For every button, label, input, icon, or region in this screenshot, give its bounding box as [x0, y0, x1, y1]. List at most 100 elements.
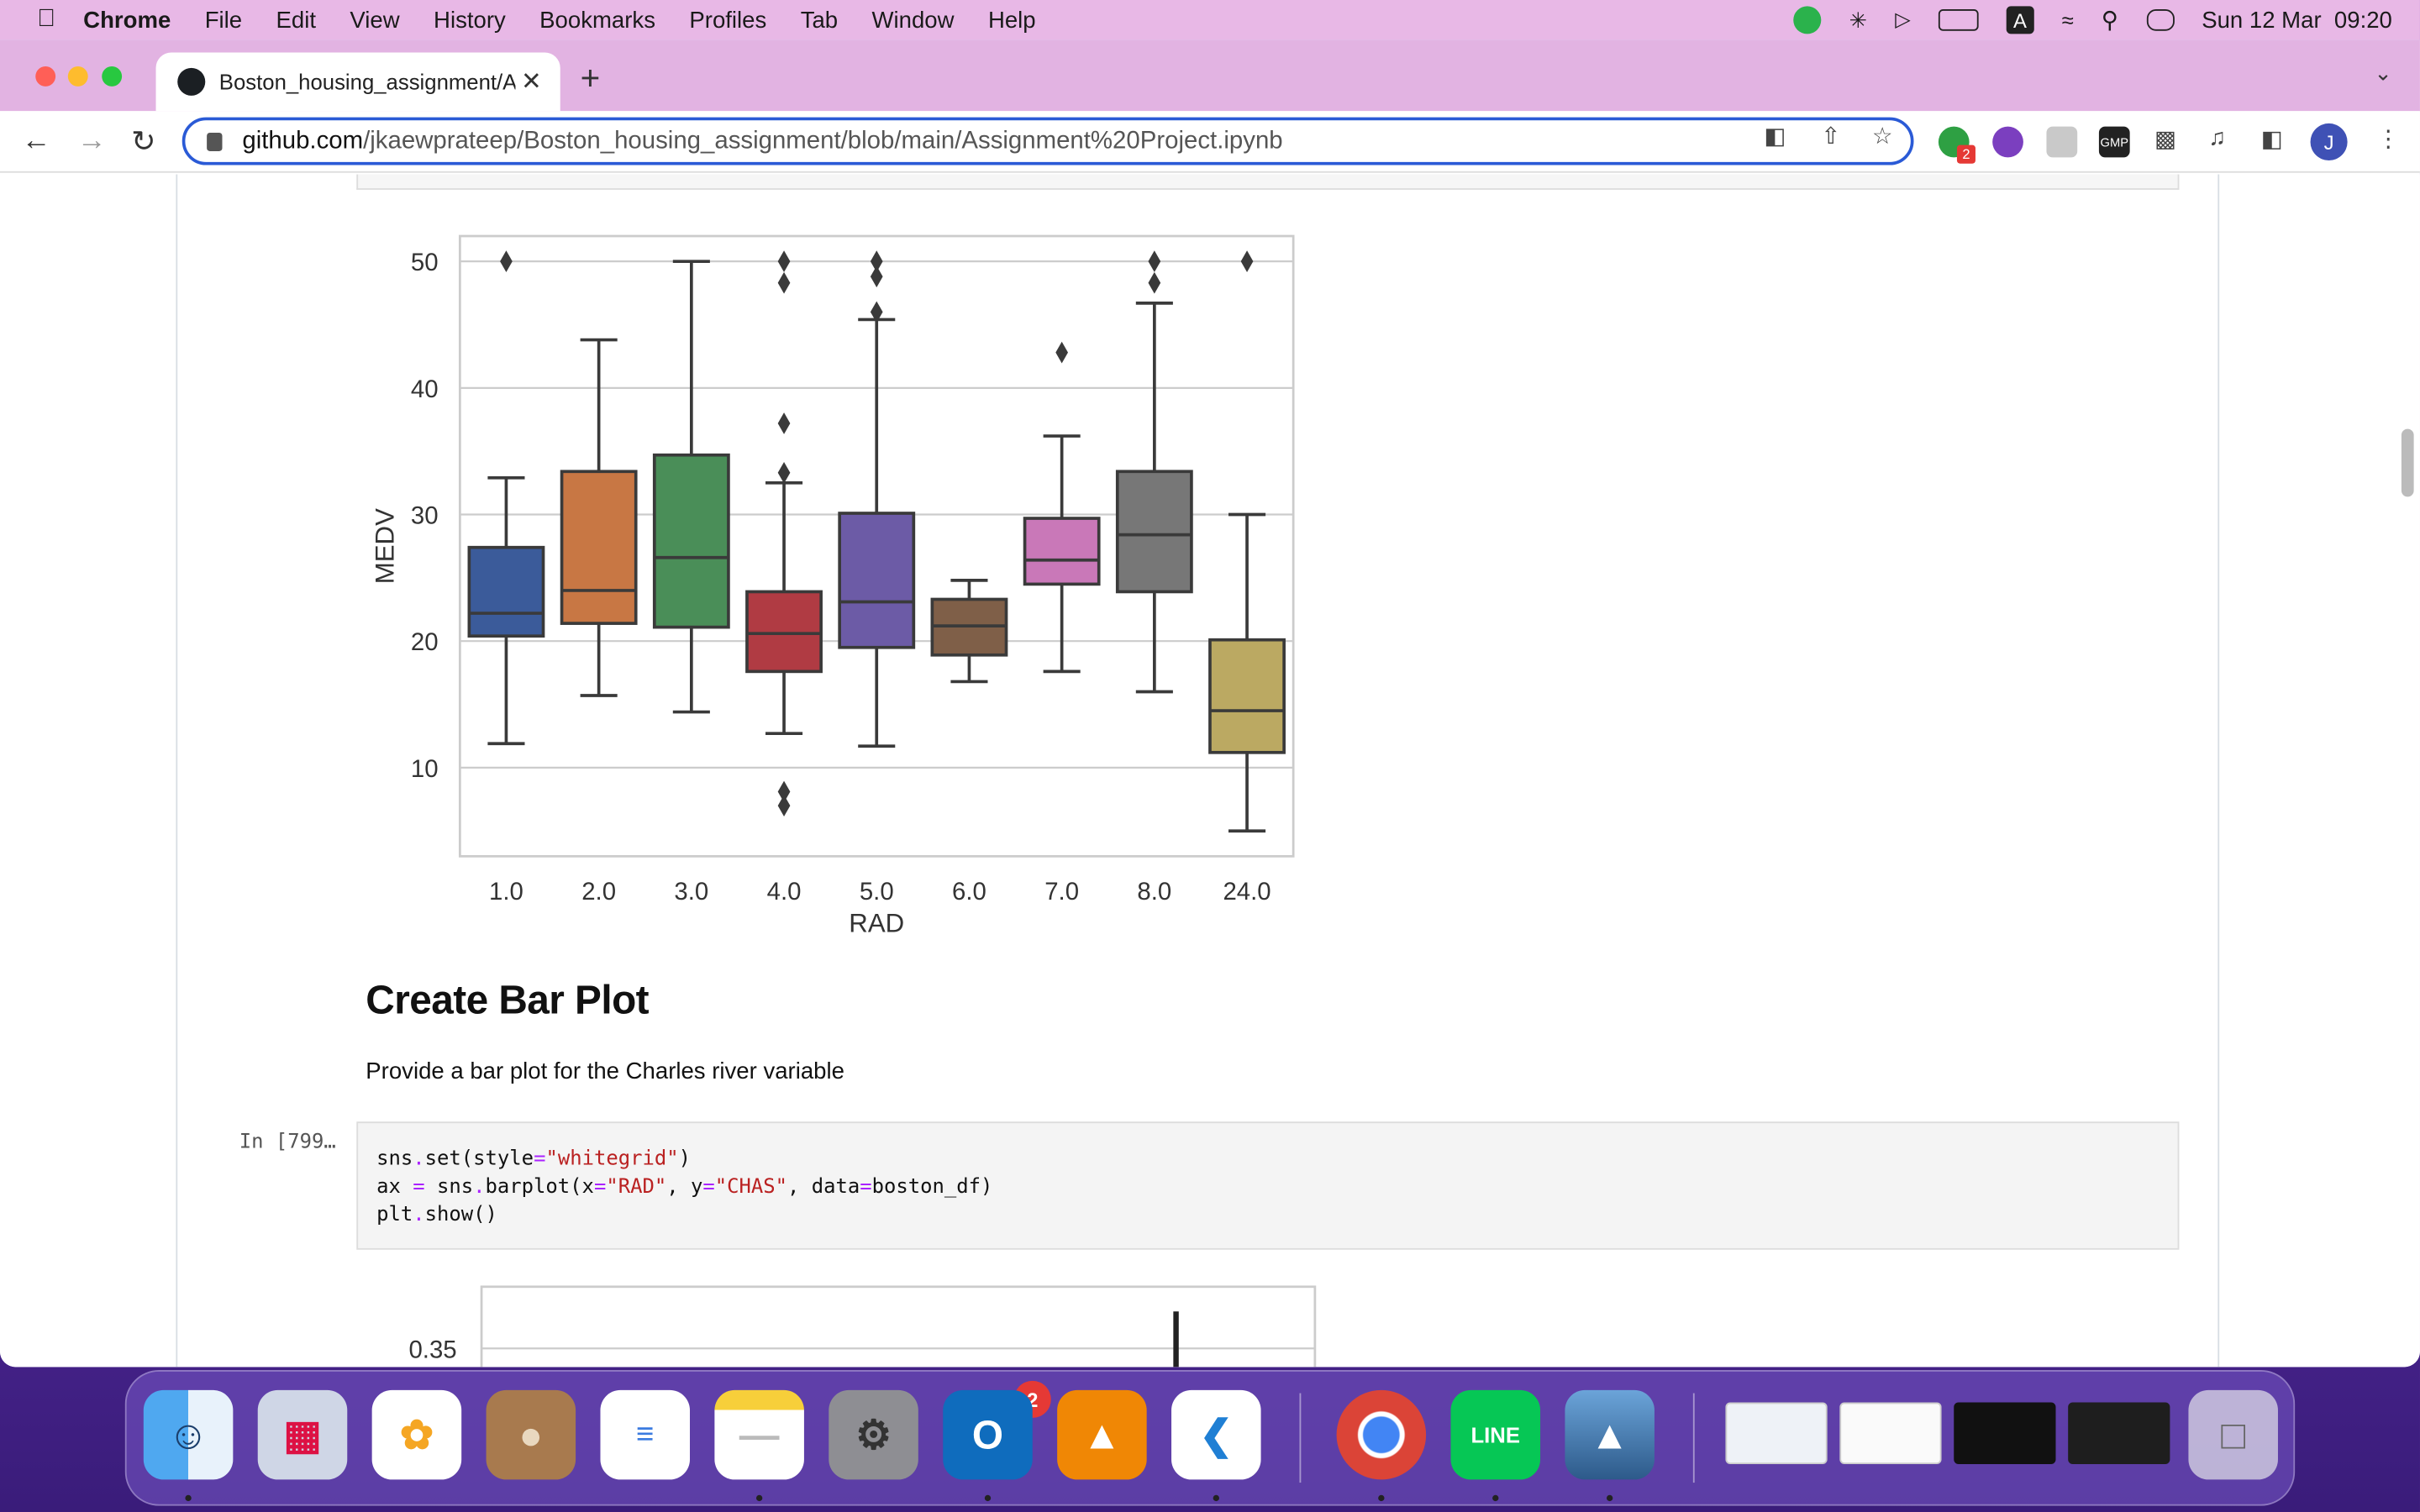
- code-token: "whitegrid": [545, 1147, 679, 1172]
- line-icon[interactable]: LINE: [1450, 1389, 1541, 1480]
- new-tab-plus-icon[interactable]: +: [580, 58, 601, 97]
- outlier-point: [777, 412, 791, 434]
- translate-icon[interactable]: ◧: [1764, 123, 1786, 150]
- minimized-window-notes[interactable]: [1839, 1402, 1942, 1465]
- code-token: sns: [376, 1147, 413, 1172]
- tab-search-chevron-icon[interactable]: ⌄: [2374, 60, 2392, 86]
- color-picker-extension-icon[interactable]: [1992, 126, 2023, 158]
- x-tick-label: 7.0: [1044, 878, 1079, 906]
- code-token: .: [413, 1203, 425, 1227]
- chrome-menu-icon[interactable]: ⋮: [2376, 126, 2401, 153]
- drawio-icon[interactable]: ▲: [1057, 1389, 1147, 1480]
- rad-medv-boxplot: 10 20 30 40 50 1.0 2.0 3.0 4.0 5.0 6.0 7.0 8.0 24.0 RA…: [370, 234, 1295, 937]
- x-tick-label: 4.0: [767, 878, 802, 906]
- macos-dock: ☺ ▦ ✿ ● ≡ — ⚙ 2 O ▲ ❮ LINE ▲ □: [124, 1369, 2296, 1506]
- outlier-point: [777, 461, 791, 484]
- zoom-window-button[interactable]: [102, 66, 123, 87]
- back-arrow-icon[interactable]: ←: [21, 124, 51, 158]
- x-tick-label: 5.0: [860, 878, 894, 906]
- preview-icon[interactable]: ▲: [1565, 1389, 1655, 1480]
- menu-edit[interactable]: Edit: [276, 7, 317, 34]
- photos-icon[interactable]: ✿: [371, 1389, 462, 1480]
- line-status-icon[interactable]: [1793, 6, 1822, 34]
- code-token: ): [678, 1147, 691, 1172]
- y-axis-label: MEDV: [370, 508, 399, 584]
- chrome-icon[interactable]: [1336, 1389, 1427, 1480]
- x-tick-label: 8.0: [1137, 878, 1171, 906]
- close-window-button[interactable]: [35, 66, 56, 87]
- launchpad-icon[interactable]: ▦: [257, 1389, 348, 1480]
- running-indicator: [185, 1494, 192, 1502]
- code-token: , data: [787, 1175, 860, 1200]
- play-icon[interactable]: ▷: [1895, 8, 1911, 31]
- wifi-icon[interactable]: ≈: [2061, 8, 2074, 33]
- minimized-window-terminal[interactable]: [1954, 1402, 2056, 1465]
- spotlight-icon[interactable]: ⚲: [2101, 8, 2119, 34]
- extension-badge: 2: [1956, 144, 1975, 164]
- finder-icon[interactable]: ☺: [143, 1389, 234, 1480]
- notes-icon[interactable]: —: [714, 1389, 804, 1480]
- menu-history[interactable]: History: [434, 7, 506, 34]
- code-token: =: [860, 1175, 872, 1200]
- plot-area: [480, 1285, 1317, 1368]
- box-24.0: [1208, 638, 1286, 754]
- gmp-extension-icon[interactable]: GMP: [2098, 126, 2130, 158]
- x-axis-label: RAD: [849, 908, 904, 937]
- chas-barplot-partial: 0.35: [408, 1285, 1317, 1368]
- reminders-icon[interactable]: ≡: [600, 1389, 691, 1480]
- active-tab[interactable]: Boston_housing_assignment/A ✕: [155, 52, 560, 112]
- code-token: .: [473, 1175, 486, 1200]
- outlier-point: [870, 265, 883, 288]
- outlier-point: [870, 301, 883, 323]
- address-bar[interactable]: github.com/jkaewprateep/Boston_housing_a…: [182, 117, 1914, 165]
- outlier-point: [777, 795, 791, 816]
- vscode-icon[interactable]: ❮: [1171, 1389, 1261, 1480]
- input-source-icon[interactable]: A: [2006, 6, 2034, 34]
- box-4.0: [745, 590, 823, 674]
- menu-bookmarks[interactable]: Bookmarks: [539, 7, 655, 34]
- forward-arrow-icon[interactable]: →: [76, 124, 107, 158]
- y-tick-label: 30: [411, 502, 439, 530]
- profile-avatar[interactable]: J: [2310, 123, 2348, 161]
- side-panel-icon[interactable]: ◧: [2260, 126, 2283, 153]
- bluetooth-icon[interactable]: ✳: [1849, 7, 1868, 32]
- x-tick-label: 2.0: [581, 878, 616, 906]
- reload-icon[interactable]: ↻: [131, 126, 156, 160]
- menubar-clock[interactable]: Sun 12 Mar 09:20: [2202, 7, 2392, 34]
- menu-window[interactable]: Window: [871, 7, 955, 34]
- close-tab-icon[interactable]: ✕: [521, 69, 542, 96]
- system-settings-icon[interactable]: ⚙: [829, 1389, 918, 1480]
- trash-icon[interactable]: □: [2188, 1389, 2278, 1480]
- battery-icon[interactable]: [1938, 9, 1979, 31]
- menu-file[interactable]: File: [204, 7, 243, 34]
- media-controls-icon[interactable]: ♫: [2208, 124, 2226, 151]
- chrome-window: Boston_housing_assignment/A ✕ + ⌄ ← → ↻ …: [0, 39, 2420, 1368]
- section-heading: Create Bar Plot: [366, 976, 650, 1023]
- outlook-icon[interactable]: O: [943, 1389, 1033, 1480]
- apple-icon[interactable]: : [31, 6, 62, 34]
- outlier-point: [870, 250, 883, 273]
- macos-menubar:  Chrome File Edit View History Bookmark…: [0, 0, 2420, 40]
- control-center-icon[interactable]: [2146, 9, 2175, 31]
- minimized-window-vscode[interactable]: [2068, 1402, 2170, 1465]
- box-5.0: [838, 512, 916, 649]
- extensions-puzzle-icon[interactable]: ▩: [2154, 126, 2177, 153]
- lock-icon[interactable]: [207, 132, 223, 151]
- bookmark-star-icon[interactable]: ☆: [1871, 123, 1893, 150]
- contacts-icon[interactable]: ●: [486, 1389, 576, 1480]
- minimized-window-outlook[interactable]: [1725, 1402, 1828, 1465]
- github-favicon-icon: [177, 67, 206, 96]
- minimize-window-button[interactable]: [67, 66, 88, 87]
- page-scrollbar-thumb[interactable]: [2401, 428, 2414, 497]
- status-items: ✳ ▷ A ≈ ⚲ Sun 12 Mar 09:20: [1793, 0, 2392, 40]
- share-icon[interactable]: ⇧: [1821, 123, 1841, 150]
- menu-help[interactable]: Help: [987, 7, 1036, 34]
- menu-tab[interactable]: Tab: [800, 7, 839, 34]
- y-tick-label: 10: [411, 755, 439, 783]
- box-2.0: [560, 470, 638, 625]
- menu-app-name[interactable]: Chrome: [83, 7, 171, 34]
- notebook-container: [176, 174, 2220, 1368]
- menu-view[interactable]: View: [350, 7, 400, 34]
- screenshot-extension-icon[interactable]: [2046, 126, 2078, 158]
- menu-profiles[interactable]: Profiles: [689, 7, 767, 34]
